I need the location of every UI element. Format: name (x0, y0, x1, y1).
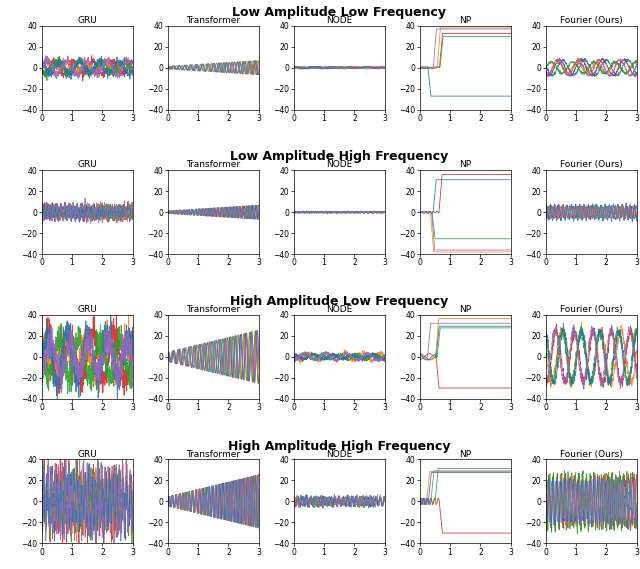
Title: GRU: GRU (77, 16, 97, 25)
Title: NP: NP (459, 450, 471, 459)
Title: GRU: GRU (77, 305, 97, 314)
Text: High Amplitude Low Frequency: High Amplitude Low Frequency (230, 295, 449, 308)
Title: NP: NP (459, 305, 471, 314)
Title: Transformer: Transformer (186, 450, 240, 459)
Title: NP: NP (459, 16, 471, 25)
Title: Fourier (Ours): Fourier (Ours) (560, 160, 623, 170)
Text: Low Amplitude Low Frequency: Low Amplitude Low Frequency (232, 6, 446, 19)
Title: GRU: GRU (77, 160, 97, 170)
Title: GRU: GRU (77, 450, 97, 459)
Text: Low Amplitude High Frequency: Low Amplitude High Frequency (230, 150, 449, 163)
Title: NP: NP (459, 160, 471, 170)
Title: NODE: NODE (326, 160, 353, 170)
Title: NODE: NODE (326, 450, 353, 459)
Title: Fourier (Ours): Fourier (Ours) (560, 16, 623, 25)
Text: High Amplitude High Frequency: High Amplitude High Frequency (228, 439, 451, 452)
Title: Fourier (Ours): Fourier (Ours) (560, 450, 623, 459)
Title: NODE: NODE (326, 16, 353, 25)
Title: NODE: NODE (326, 305, 353, 314)
Title: Transformer: Transformer (186, 160, 240, 170)
Title: Transformer: Transformer (186, 305, 240, 314)
Title: Fourier (Ours): Fourier (Ours) (560, 305, 623, 314)
Title: Transformer: Transformer (186, 16, 240, 25)
